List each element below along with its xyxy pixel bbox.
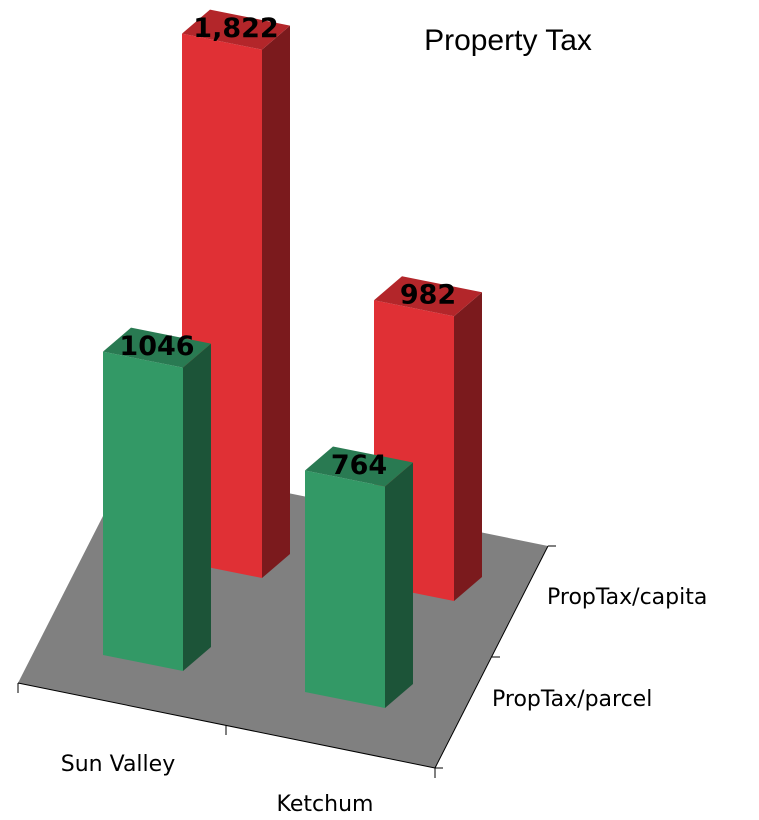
bar bbox=[103, 327, 211, 671]
bar-top bbox=[182, 9, 290, 50]
bar-side bbox=[262, 25, 290, 579]
bar-side bbox=[183, 343, 211, 671]
value-label: 1046 bbox=[119, 331, 194, 362]
bar-front bbox=[305, 470, 385, 708]
chart-title: Property Tax bbox=[424, 24, 592, 57]
bar-side bbox=[454, 292, 482, 601]
bar-top bbox=[305, 446, 413, 487]
bar-front bbox=[103, 351, 183, 671]
bar bbox=[305, 446, 413, 708]
bar-top bbox=[103, 327, 211, 368]
value-label: 982 bbox=[400, 280, 456, 311]
x-tick-label: Ketchum bbox=[277, 792, 374, 817]
depth-axis bbox=[434, 545, 549, 769]
axis-ticks bbox=[17, 545, 556, 778]
bars: 1,822 982 1046 764 bbox=[103, 9, 482, 708]
bar-top bbox=[374, 276, 482, 317]
bar-side bbox=[385, 462, 413, 708]
series-label: PropTax/capita bbox=[547, 585, 707, 610]
series-label: PropTax/parcel bbox=[492, 687, 652, 712]
value-label: 1,822 bbox=[193, 13, 278, 44]
value-label: 764 bbox=[331, 450, 387, 481]
x-tick-label: Sun Valley bbox=[61, 752, 175, 777]
